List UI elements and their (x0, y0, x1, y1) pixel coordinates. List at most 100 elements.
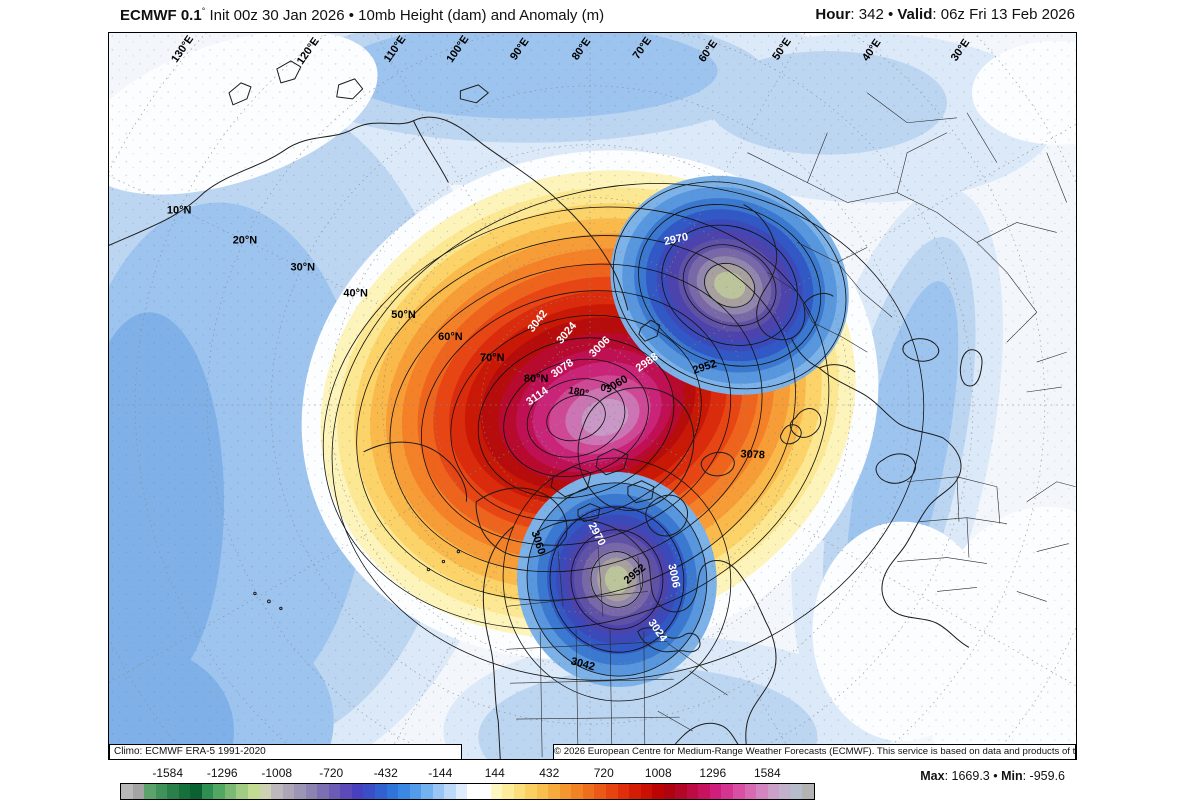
hour-label: Hour (815, 6, 851, 23)
legend-color-segment (571, 784, 583, 799)
legend-color-segment (617, 784, 630, 799)
legend-tick-label: -1296 (206, 766, 238, 780)
lat-label: 10°N (167, 205, 192, 217)
legend-color-segment (294, 784, 306, 799)
legend-color-segment (317, 784, 329, 799)
legend-color-segment (282, 784, 295, 799)
valid-time-title: Hour: 342 • Valid: 06z Fri 13 Feb 2026 (815, 6, 1075, 23)
degree-mark: ° (201, 6, 206, 16)
legend-color-segment (478, 784, 491, 799)
legend-color-segment (548, 784, 560, 799)
legend-color-segment (305, 784, 318, 799)
max-value: : 1669.3 • (944, 769, 1002, 783)
contour-label: 3078 (740, 448, 765, 461)
legend-color-segment (709, 784, 722, 799)
height-contours (322, 181, 925, 702)
lat-label: 70°N (480, 352, 505, 364)
legend-color-segment (398, 784, 410, 799)
legend-color-segment (351, 784, 364, 799)
min-label: Min (1001, 769, 1023, 783)
contour-label: 2970 (663, 231, 689, 248)
legend-color-segment (432, 784, 445, 799)
legend-color-segment (178, 784, 191, 799)
legend-color-segment (652, 784, 664, 799)
max-label: Max (920, 769, 945, 783)
legend-color-segment (236, 784, 249, 799)
legend-tick-label: 1584 (753, 766, 781, 780)
legend-color-segment (363, 784, 376, 799)
legend-color-segment (201, 784, 214, 799)
legend-color-segment (756, 784, 768, 799)
legend-ticks: -1584 -1296 -1008 -720 -432 -144 144 432 720 1008… (120, 766, 815, 781)
legend-color-segment (421, 784, 433, 799)
legend-colorbar (120, 783, 815, 800)
legend-color-segment (605, 784, 618, 799)
legend-color-segment (271, 784, 283, 799)
legend-color-segment (629, 784, 641, 799)
legend-color-segment (167, 784, 179, 799)
legend-color-segment (513, 784, 526, 799)
lat-label: 30°N (291, 261, 316, 273)
legend-tick-label: -432 (373, 766, 398, 780)
lat-label: 60°N (438, 331, 463, 343)
legend-color-segment (790, 784, 803, 799)
lat-label: 50°N (391, 309, 416, 321)
political-borders-layer (506, 92, 1076, 758)
legend-color-segment (455, 784, 468, 799)
legend-color-segment (467, 784, 479, 799)
legend-color-segment (502, 784, 514, 799)
legend-color-segment (732, 784, 745, 799)
hour-value: : 342 • (850, 6, 898, 23)
legend-color-segment (190, 784, 202, 799)
legend-color-segment (224, 784, 237, 799)
legend-color-segment (536, 784, 549, 799)
legend-tick-label: -1008 (261, 766, 293, 780)
valid-label: Valid (897, 6, 933, 23)
meridian-label: 180° (567, 385, 589, 399)
legend-color-segment (340, 784, 352, 799)
contour-label: 3006 (665, 563, 682, 589)
legend-tick-label: 432 (539, 766, 560, 780)
legend-color-segment (721, 784, 733, 799)
legend-color-segment (675, 784, 687, 799)
legend-color-segment (686, 784, 699, 799)
lat-label: 20°N (233, 234, 258, 246)
legend-color-segment (594, 784, 606, 799)
legend-color-segment (663, 784, 676, 799)
legend-color-segment (779, 784, 791, 799)
legend-color-segment (155, 784, 168, 799)
climo-attribution: Climo: ECMWF ERA-5 1991-2020 (109, 744, 462, 759)
legend-color-segment (213, 784, 225, 799)
weatherbell-logo: WeatherBELL ANALYTICS LLC (113, 689, 288, 741)
legend-color-segment (525, 784, 537, 799)
legend-color-segment (802, 784, 814, 799)
legend-tick-label: 1296 (699, 766, 727, 780)
legend-color-segment (582, 784, 595, 799)
legend-color-segment (259, 784, 272, 799)
map-title: ECMWF 0.1° Init 00z 30 Jan 2026 • 10mb H… (120, 6, 604, 24)
legend-color-segment (490, 784, 503, 799)
legend-color-segment (767, 784, 780, 799)
legend-color-segment (444, 784, 456, 799)
legend-color-segment (144, 784, 156, 799)
legend-color-segment (248, 784, 260, 799)
meridian-label: 0° (600, 383, 610, 395)
latitude-labels: 10°N 20°N 30°N 40°N 50°N 60°N 70°N 80°N (167, 205, 549, 386)
legend-color-segment (386, 784, 399, 799)
legend-tick-label: -1584 (152, 766, 184, 780)
legend-color-segment (409, 784, 422, 799)
legend-tick-label: -144 (428, 766, 453, 780)
legend-color-segment (640, 784, 653, 799)
title-rest: Init 00z 30 Jan 2026 • 10mb Height (dam)… (205, 7, 605, 24)
lat-label: 80°N (524, 373, 549, 385)
legend-tick-label: 1008 (644, 766, 672, 780)
copyright-attribution: © 2026 European Centre for Medium-Range … (553, 744, 1076, 759)
legend-color-segment (375, 784, 387, 799)
legend-color-segment (132, 784, 145, 799)
legend-color-segment (328, 784, 341, 799)
legend-color-segment (698, 784, 710, 799)
valid-value: : 06z Fri 13 Feb 2026 (932, 6, 1075, 23)
field-stats: Max: 1669.3 • Min: -959.6 (920, 769, 1065, 783)
legend-color-segment (559, 784, 572, 799)
map-frame: 10°N 20°N 30°N 40°N 50°N 60°N 70°N 80°N … (108, 32, 1077, 760)
